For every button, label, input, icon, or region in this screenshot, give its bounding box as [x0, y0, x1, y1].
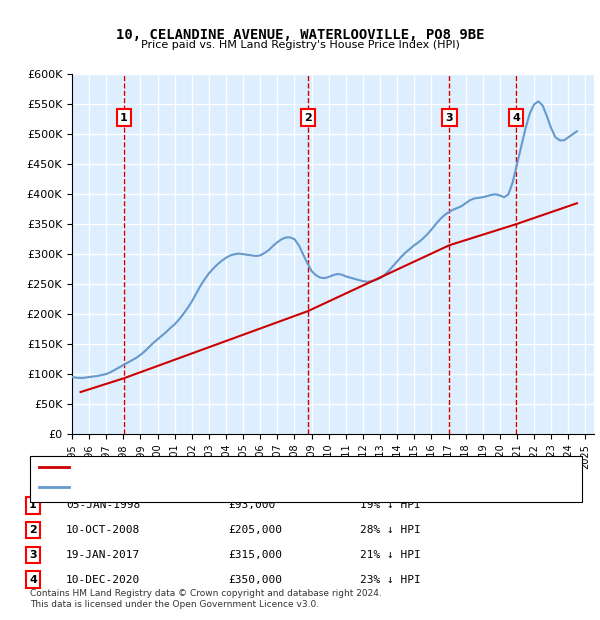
- Text: 1: 1: [29, 500, 37, 510]
- Text: 19-JAN-2017: 19-JAN-2017: [66, 550, 140, 560]
- Text: £93,000: £93,000: [228, 500, 275, 510]
- Text: 2: 2: [304, 113, 312, 123]
- Text: 05-JAN-1998: 05-JAN-1998: [66, 500, 140, 510]
- Text: 23% ↓ HPI: 23% ↓ HPI: [360, 575, 421, 585]
- Text: 21% ↓ HPI: 21% ↓ HPI: [360, 550, 421, 560]
- Text: HPI: Average price, detached house, Havant: HPI: Average price, detached house, Hava…: [75, 482, 322, 492]
- Text: 3: 3: [29, 550, 37, 560]
- Text: 4: 4: [512, 113, 520, 123]
- Text: 10-DEC-2020: 10-DEC-2020: [66, 575, 140, 585]
- Text: 10-OCT-2008: 10-OCT-2008: [66, 525, 140, 535]
- Text: Contains HM Land Registry data © Crown copyright and database right 2024.
This d: Contains HM Land Registry data © Crown c…: [30, 590, 382, 609]
- Text: 4: 4: [29, 575, 37, 585]
- Text: 3: 3: [446, 113, 453, 123]
- Text: 10, CELANDINE AVENUE, WATERLOOVILLE, PO8 9BE (detached house): 10, CELANDINE AVENUE, WATERLOOVILLE, PO8…: [75, 462, 433, 472]
- Text: £350,000: £350,000: [228, 575, 282, 585]
- Text: £205,000: £205,000: [228, 525, 282, 535]
- Text: 28% ↓ HPI: 28% ↓ HPI: [360, 525, 421, 535]
- Text: 10, CELANDINE AVENUE, WATERLOOVILLE, PO8 9BE: 10, CELANDINE AVENUE, WATERLOOVILLE, PO8…: [116, 28, 484, 42]
- Text: £315,000: £315,000: [228, 550, 282, 560]
- Text: Price paid vs. HM Land Registry's House Price Index (HPI): Price paid vs. HM Land Registry's House …: [140, 40, 460, 50]
- Text: 19% ↓ HPI: 19% ↓ HPI: [360, 500, 421, 510]
- Text: 1: 1: [120, 113, 128, 123]
- Text: 2: 2: [29, 525, 37, 535]
